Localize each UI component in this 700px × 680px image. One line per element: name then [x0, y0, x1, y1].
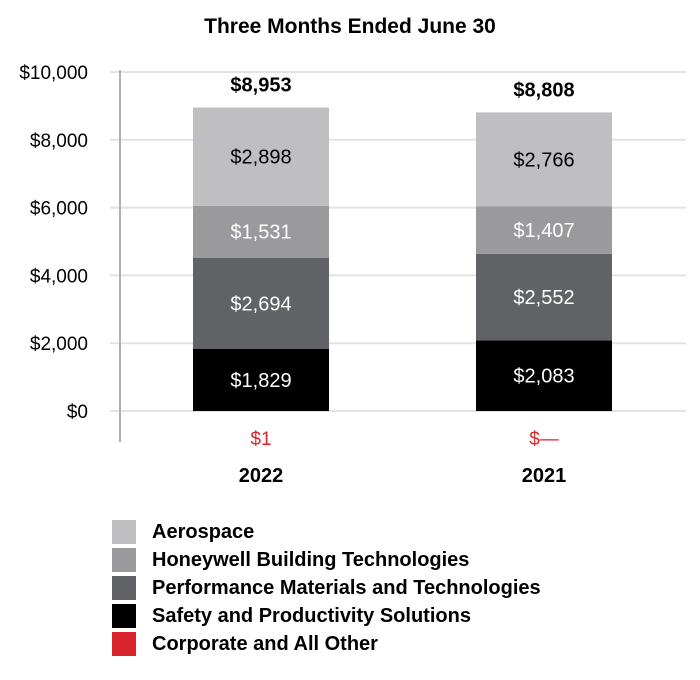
segment-value-label: $1,531 [230, 222, 291, 244]
y-tick-label: $4,000 [30, 266, 88, 287]
y-axis-ticks: $0 $2,000 $4,000 $6,000 $8,000 $10,000 [19, 63, 88, 423]
legend-label: Performance Materials and Technologies [152, 576, 541, 599]
bar-segment [476, 340, 612, 411]
y-tick-label: $6,000 [30, 199, 88, 220]
total-value-label: $8,953 [230, 75, 291, 97]
segment-value-label: $1,407 [513, 220, 574, 242]
corporate-value-label: $1 [250, 429, 271, 450]
legend-swatch [112, 632, 136, 656]
y-tick-label: $0 [67, 402, 88, 423]
y-tick-label: $10,000 [19, 63, 88, 84]
legend-label: Aerospace [152, 520, 255, 543]
legend-item: Corporate and All Other [112, 630, 541, 658]
legend-swatch [112, 576, 136, 600]
legend-item: Safety and Productivity Solutions [112, 602, 541, 630]
legend-item: Honeywell Building Technologies [112, 546, 541, 574]
segment-value-label: $2,766 [513, 149, 574, 171]
legend-item: Performance Materials and Technologies [112, 574, 541, 602]
legend-swatch [112, 604, 136, 628]
segment-value-label: $2,083 [513, 366, 574, 388]
legend-swatch [112, 520, 136, 544]
legend-label: Honeywell Building Technologies [152, 548, 470, 571]
y-tick-label: $2,000 [30, 334, 88, 355]
segment-value-label: $2,694 [230, 293, 291, 315]
legend-swatch [112, 548, 136, 572]
bar-stack-2021: $2,083 $2,552 $1,407 $2,766 $8,808 $— [476, 79, 612, 450]
legend-label: Corporate and All Other [152, 632, 378, 655]
legend-label: Safety and Productivity Solutions [152, 604, 471, 627]
segment-value-label: $2,898 [230, 147, 291, 169]
bar-segment [193, 205, 329, 258]
legend-item: Aerospace [112, 518, 541, 546]
stacked-bar-chart: Three Months Ended June 30 $0 $2,000 $4,00… [19, 15, 686, 487]
y-tick-label: $8,000 [30, 131, 88, 152]
x-category-label: 2022 [239, 465, 284, 487]
total-value-label: $8,808 [513, 79, 574, 101]
bar-segment [476, 112, 612, 207]
x-axis-labels: 2022 2021 [239, 465, 567, 487]
bar-segment [193, 348, 329, 411]
segment-value-label: $1,829 [230, 370, 291, 392]
bar-stack-2022: $1,829 $2,694 $1,531 $2,898 $8,953 $1 [193, 75, 329, 450]
legend: Aerospace Honeywell Building Technologies… [112, 518, 541, 658]
bar-segment [476, 253, 612, 341]
bar-segment [476, 206, 612, 254]
bar-segment [193, 257, 329, 349]
bar-segment [193, 107, 329, 206]
chart-title: Three Months Ended June 30 [204, 15, 496, 38]
corporate-value-label: $— [529, 429, 559, 450]
x-category-label: 2021 [522, 465, 567, 487]
segment-value-label: $2,552 [513, 287, 574, 309]
bar-stacks: $1,829$2,694$1,531$2,898$8,953$1$2,083$2… [193, 75, 612, 450]
